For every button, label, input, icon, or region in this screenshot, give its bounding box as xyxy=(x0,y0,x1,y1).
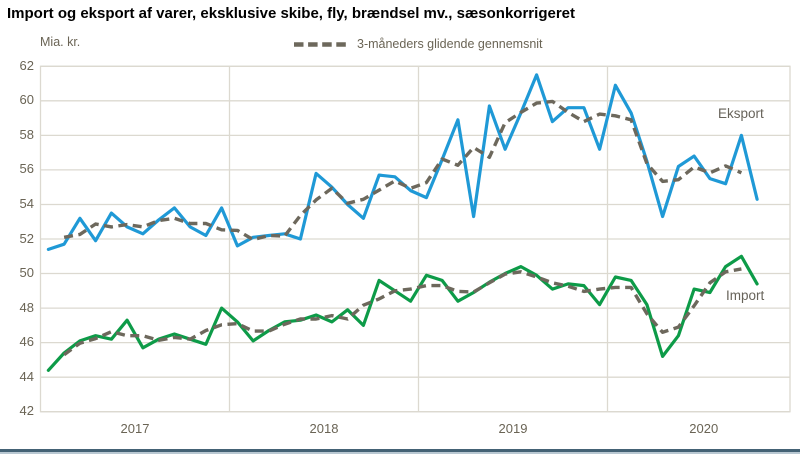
y-axis-tick-label: 52 xyxy=(19,230,34,246)
y-axis-tick-label: 50 xyxy=(19,265,34,281)
legend: 3-måneders glidende gennemsnit xyxy=(292,37,543,51)
y-axis-tick-label: 62 xyxy=(19,57,34,73)
import-moving-average-line xyxy=(63,267,742,357)
legend-dash-sample-icon xyxy=(294,41,346,47)
series-label-import: Import xyxy=(726,288,765,303)
plot-border xyxy=(39,65,791,413)
y-axis-unit-label: Mia. kr. xyxy=(40,35,81,49)
series-label-eksport: Eksport xyxy=(718,106,764,121)
footer-bar-dark xyxy=(0,449,800,452)
import-line xyxy=(46,254,759,372)
y-axis-tick-label: 42 xyxy=(19,403,34,419)
x-axis-tick-label: 2019 xyxy=(498,421,528,436)
y-axis-tick-label: 60 xyxy=(19,92,34,108)
y-axis-tick-label: 58 xyxy=(19,126,34,142)
y-axis-tick-label: 56 xyxy=(19,161,34,177)
y-axis-tick-label: 54 xyxy=(19,195,34,211)
footer-bar-light xyxy=(0,452,800,454)
export-moving-average-line xyxy=(63,99,743,242)
y-axis-tick-label: 48 xyxy=(19,299,34,315)
x-axis-tick-label: 2018 xyxy=(309,421,339,436)
legend-label: 3-måneders glidende gennemsnit xyxy=(357,37,543,51)
page-title: Import og eksport af varer, eksklusive s… xyxy=(7,5,575,22)
x-axis-tick-label: 2020 xyxy=(689,421,719,436)
x-axis-tick-label: 2017 xyxy=(120,421,150,436)
y-axis-tick-label: 44 xyxy=(19,368,34,384)
y-axis-tick-label: 46 xyxy=(19,334,34,350)
